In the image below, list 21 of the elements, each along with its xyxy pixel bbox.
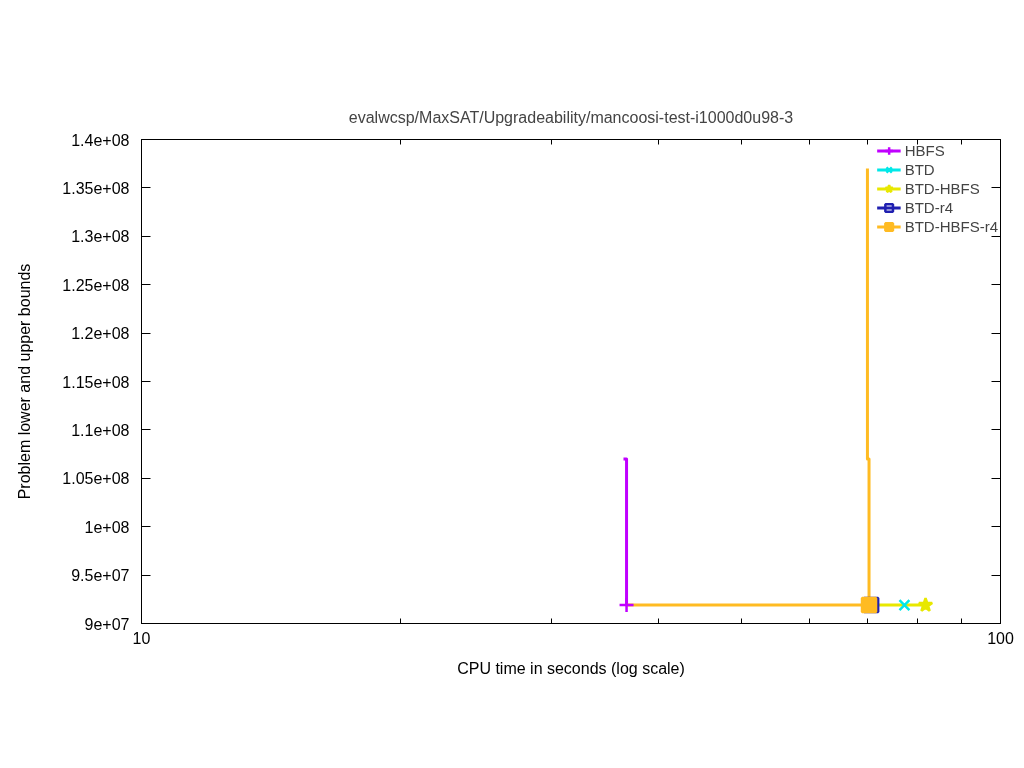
y-tick-label: 1.15e+08	[62, 373, 130, 391]
y-tick-label: 1e+08	[84, 518, 130, 536]
y-tick-label: 1.35e+08	[62, 179, 130, 197]
chart-title: evalwcsp/MaxSAT/Upgradeability/mancoosi-test-i1000d0u98-3	[348, 108, 794, 126]
legend-label: BTD	[904, 160, 935, 179]
y-tick-label: 1.2e+08	[71, 325, 130, 343]
x-tick-label: 10	[132, 629, 151, 647]
y-tick-label: 9e+07	[84, 615, 130, 633]
legend-label: HBFS	[904, 141, 945, 160]
x-axis-title: CPU time in seconds (log scale)	[457, 659, 685, 677]
legend-label: BTD-r4	[904, 198, 953, 217]
y-tick-label: 1.3e+08	[71, 228, 130, 246]
y-tick-label: 9.5e+07	[71, 567, 130, 585]
x-tick-label: 100	[987, 629, 1014, 647]
y-tick-label: 1.05e+08	[62, 470, 130, 488]
y-tick-label: 1.4e+08	[71, 131, 130, 149]
y-tick-label: 1.1e+08	[71, 421, 130, 439]
y-tick-label: 1.25e+08	[62, 276, 130, 294]
y-axis-title: Problem lower and upper bounds	[16, 263, 34, 500]
legend-label: BTD-HBFS-r4	[904, 217, 998, 236]
legend-label: BTD-HBFS	[904, 179, 980, 198]
